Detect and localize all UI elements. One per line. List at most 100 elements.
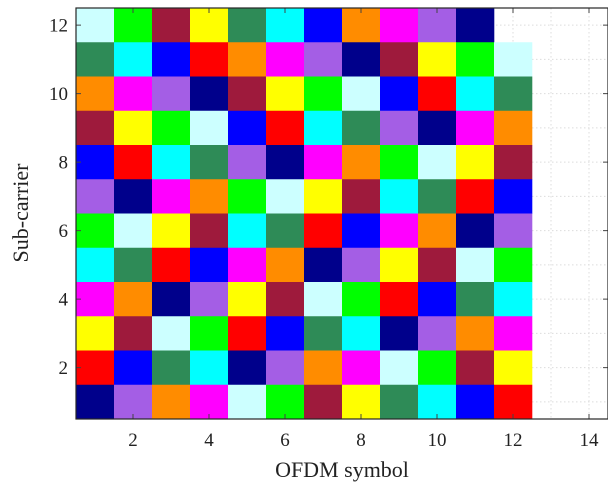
heatmap-cell [342, 350, 381, 386]
heatmap-cell [114, 42, 153, 77]
heatmap-cell [380, 179, 419, 214]
heatmap-cell [114, 282, 153, 317]
heatmap-cell [190, 384, 229, 420]
heatmap-cell [114, 384, 153, 420]
heatmap-cell [304, 8, 343, 43]
heatmap-cell [76, 282, 115, 317]
heatmap-cell [228, 316, 267, 351]
heatmap-cell [152, 247, 191, 283]
heatmap-cell [494, 282, 533, 317]
heatmap-cell [456, 350, 495, 386]
heatmap-cell [266, 350, 305, 386]
heatmap-cell [380, 76, 419, 112]
heatmap-cell [76, 384, 115, 420]
heatmap-cell [114, 8, 153, 43]
heatmap-cell [114, 247, 153, 283]
heatmap-cell [228, 282, 267, 317]
heatmap-cell [76, 8, 115, 43]
heatmap-cell [228, 145, 267, 180]
heatmap-cell [494, 110, 533, 146]
y-tick-label: 10 [49, 84, 68, 105]
heatmap-cell [266, 384, 305, 420]
heatmap-cell [114, 213, 153, 249]
x-tick-label: 2 [128, 430, 138, 451]
heatmap-cell [342, 282, 381, 317]
heatmap-cell [304, 316, 343, 351]
heatmap-cell [152, 42, 191, 77]
heatmap-cell [418, 76, 457, 112]
heatmap-cell [190, 213, 229, 249]
heatmap-cell [76, 316, 115, 351]
heatmap-cell [190, 42, 229, 77]
heatmap-cells [76, 8, 533, 420]
heatmap-cell [418, 145, 457, 180]
heatmap-cell [418, 350, 457, 386]
heatmap-cell [228, 110, 267, 146]
heatmap-cell [380, 42, 419, 77]
heatmap-cell [76, 350, 115, 386]
heatmap-cell [266, 282, 305, 317]
heatmap-cell [418, 316, 457, 351]
heatmap-cell [456, 247, 495, 283]
heatmap-cell [266, 179, 305, 214]
x-tick-label: 10 [428, 430, 447, 451]
x-tick-label: 6 [280, 430, 290, 451]
heatmap-cell [190, 179, 229, 214]
heatmap-cell [266, 316, 305, 351]
plot-frame [75, 7, 608, 420]
heatmap-cell [342, 145, 381, 180]
x-tick-label: 14 [580, 430, 600, 451]
heatmap-cell [76, 110, 115, 146]
y-tick-label: 12 [49, 16, 68, 37]
heatmap-cell [114, 145, 153, 180]
x-tick-label: 4 [204, 430, 214, 451]
y-tick-label: 6 [59, 221, 69, 242]
y-tick-label: 8 [59, 153, 69, 174]
x-tick-label: 12 [504, 430, 523, 451]
heatmap-cell [190, 8, 229, 43]
heatmap-cell [228, 179, 267, 214]
heatmap-cell [418, 8, 457, 43]
heatmap-cell [456, 179, 495, 214]
heatmap-cell [304, 282, 343, 317]
heatmap-cell [190, 282, 229, 317]
heatmap-cell [114, 316, 153, 351]
heatmap-cell [266, 42, 305, 77]
heatmap-cell [380, 247, 419, 283]
heatmap-cell [304, 42, 343, 77]
heatmap-cell [114, 76, 153, 112]
heatmap-cell [418, 110, 457, 146]
y-tick-label: 4 [59, 290, 69, 311]
heatmap-cell [380, 316, 419, 351]
heatmap-cell [152, 282, 191, 317]
heatmap-cell [228, 350, 267, 386]
heatmap-cell [456, 110, 495, 146]
heatmap-cell [152, 316, 191, 351]
heatmap-cell [456, 76, 495, 112]
heatmap-cell [152, 8, 191, 43]
heatmap-cell [190, 145, 229, 180]
y-tick-label: 2 [59, 358, 69, 379]
heatmap-cell [76, 145, 115, 180]
heatmap-cell [494, 247, 533, 283]
heatmap-cell [494, 316, 533, 351]
heatmap-cell [494, 145, 533, 180]
x-axis-label: OFDM symbol [275, 457, 409, 482]
heatmap-cell [190, 76, 229, 112]
heatmap-cell [418, 282, 457, 317]
heatmap-cell [266, 110, 305, 146]
heatmap-cell [152, 213, 191, 249]
heatmap-cell [494, 213, 533, 249]
heatmap-cell [152, 384, 191, 420]
heatmap-cell [266, 145, 305, 180]
heatmap-cell [342, 179, 381, 214]
heatmap-cell [418, 247, 457, 283]
heatmap-cell [342, 384, 381, 420]
heatmap-cell [380, 213, 419, 249]
heatmap-cell [76, 42, 115, 77]
heatmap-cell [304, 350, 343, 386]
heatmap-cell [342, 42, 381, 77]
heatmap-cell [418, 42, 457, 77]
heatmap-cell [152, 110, 191, 146]
